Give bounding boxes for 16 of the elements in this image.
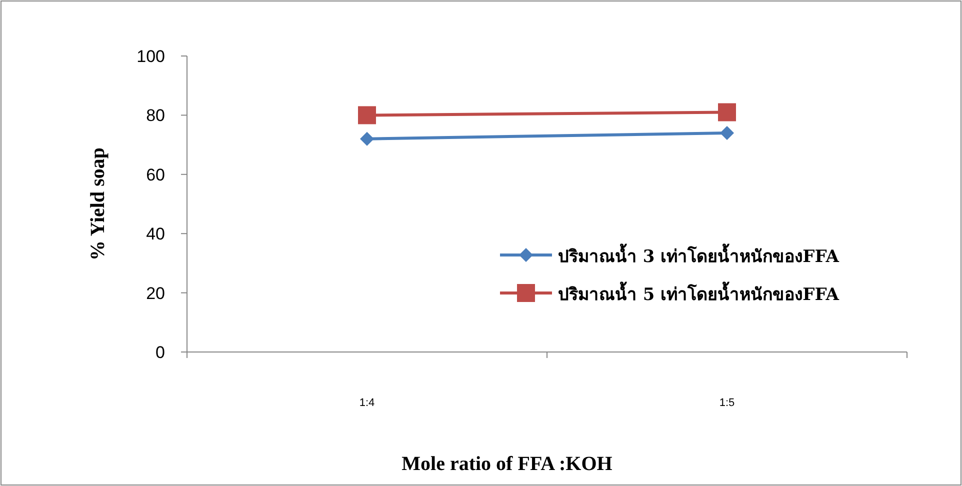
point bbox=[718, 103, 736, 122]
x-tick-label: 1:5 bbox=[719, 397, 735, 409]
legend-label: ปริมาณน้ำ 3 เท่าโดยน้ำหนักของFFA bbox=[558, 243, 840, 267]
legend-label: ปริมาณน้ำ 5 เท่าโดยน้ำหนักของFFA bbox=[558, 281, 840, 305]
y-tick-label: 80 bbox=[146, 106, 165, 126]
point bbox=[360, 132, 374, 146]
y-tick-label: 100 bbox=[136, 47, 165, 66]
y-tick-label: 60 bbox=[146, 165, 165, 184]
y-tick-label: 40 bbox=[146, 224, 165, 244]
x-tick-label: 1:4 bbox=[359, 397, 375, 409]
y-axis-title: % Yield soap bbox=[87, 148, 109, 260]
point bbox=[720, 126, 734, 140]
y-tick-label: 0 bbox=[156, 343, 165, 362]
point bbox=[358, 106, 376, 124]
y-tick-label: 20 bbox=[146, 284, 165, 303]
x-axis-title: Mole ratio of FFA :KOH bbox=[402, 453, 613, 475]
